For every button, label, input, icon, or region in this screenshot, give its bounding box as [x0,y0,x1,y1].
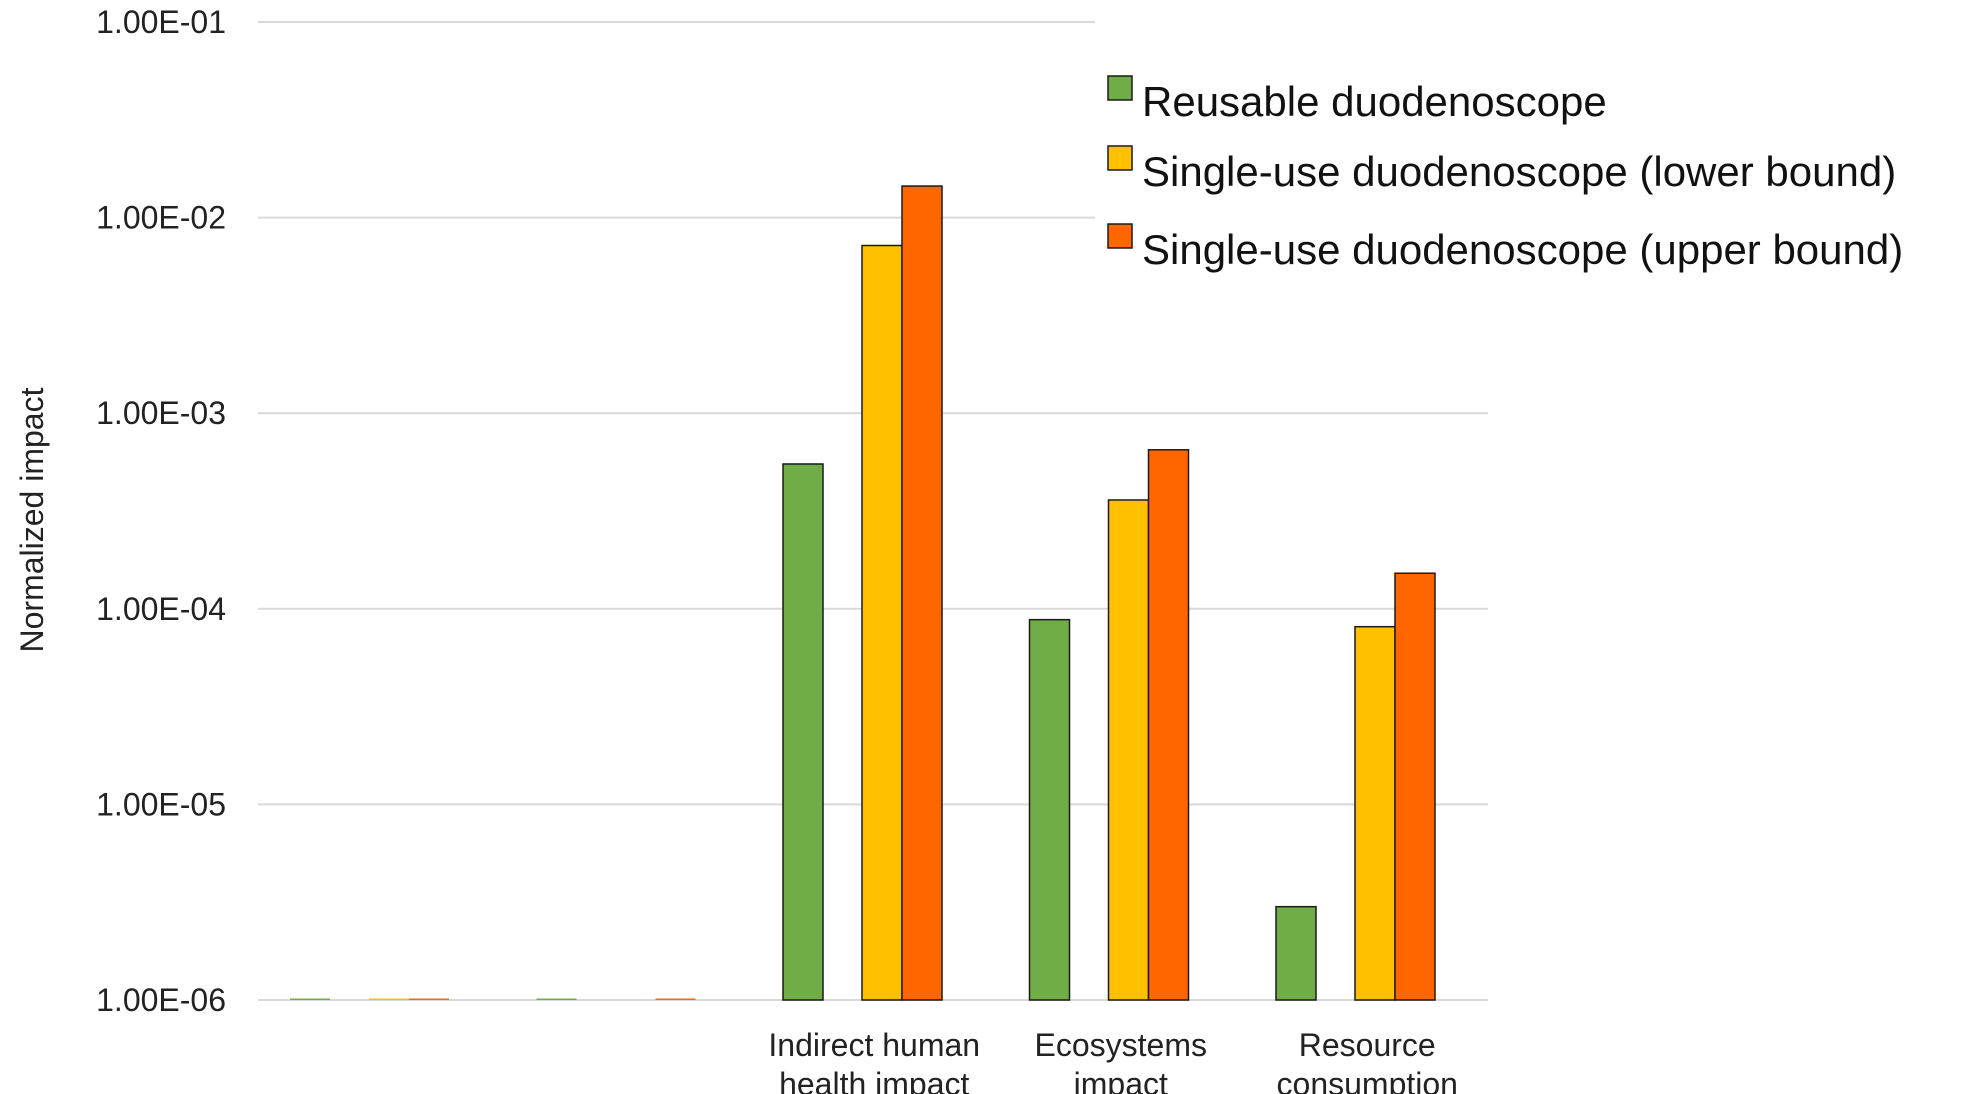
bar [409,998,449,1000]
legend-swatch [1107,223,1133,249]
y-tick-label: 1.00E-01 [96,4,226,40]
x-category-label: consumption [1277,1066,1458,1094]
bar [369,998,409,1000]
bar [1028,618,1071,1001]
bar [1275,905,1317,1001]
bar [901,185,943,1001]
y-tick-label: 1.00E-03 [96,395,226,431]
bar [1107,499,1150,1001]
legend-swatch [1107,75,1133,101]
bar [782,463,824,1001]
legend-swatch [1107,145,1133,171]
x-axis-categories: Indirect human health impact Ecosystems imp… [768,1027,1458,1094]
y-tick-label: 1.00E-05 [96,786,226,822]
x-category-label: health impact [779,1066,969,1094]
legend-label: Single-use duodenoscope (upper bound) [1142,226,1903,273]
legend-label: Single-use duodenoscope (lower bound) [1142,148,1896,195]
bar [290,998,330,1000]
bar [1354,625,1396,1001]
bar [536,998,577,1000]
bar [1394,572,1436,1001]
bar [655,998,696,1000]
x-category-label: Indirect human [768,1027,980,1063]
legend: Reusable duodenoscope Single-use duodenos… [1107,75,1903,273]
x-category-label: Resource [1299,1027,1436,1063]
y-axis-ticks: 1.00E-01 1.00E-02 1.00E-03 1.00E-04 1.00E-05… [96,4,226,1018]
y-tick-label: 1.00E-06 [96,982,226,1018]
y-tick-label: 1.00E-04 [96,591,226,627]
y-axis-label: Normalized impact [14,387,50,652]
legend-label: Reusable duodenoscope [1142,78,1607,125]
bar [861,244,903,1001]
x-category-label: impact [1074,1066,1168,1094]
y-tick-label: 1.00E-02 [96,200,226,236]
x-category-label: Ecosystems [1035,1027,1207,1063]
bar [1147,449,1190,1001]
bars [290,185,1436,1001]
